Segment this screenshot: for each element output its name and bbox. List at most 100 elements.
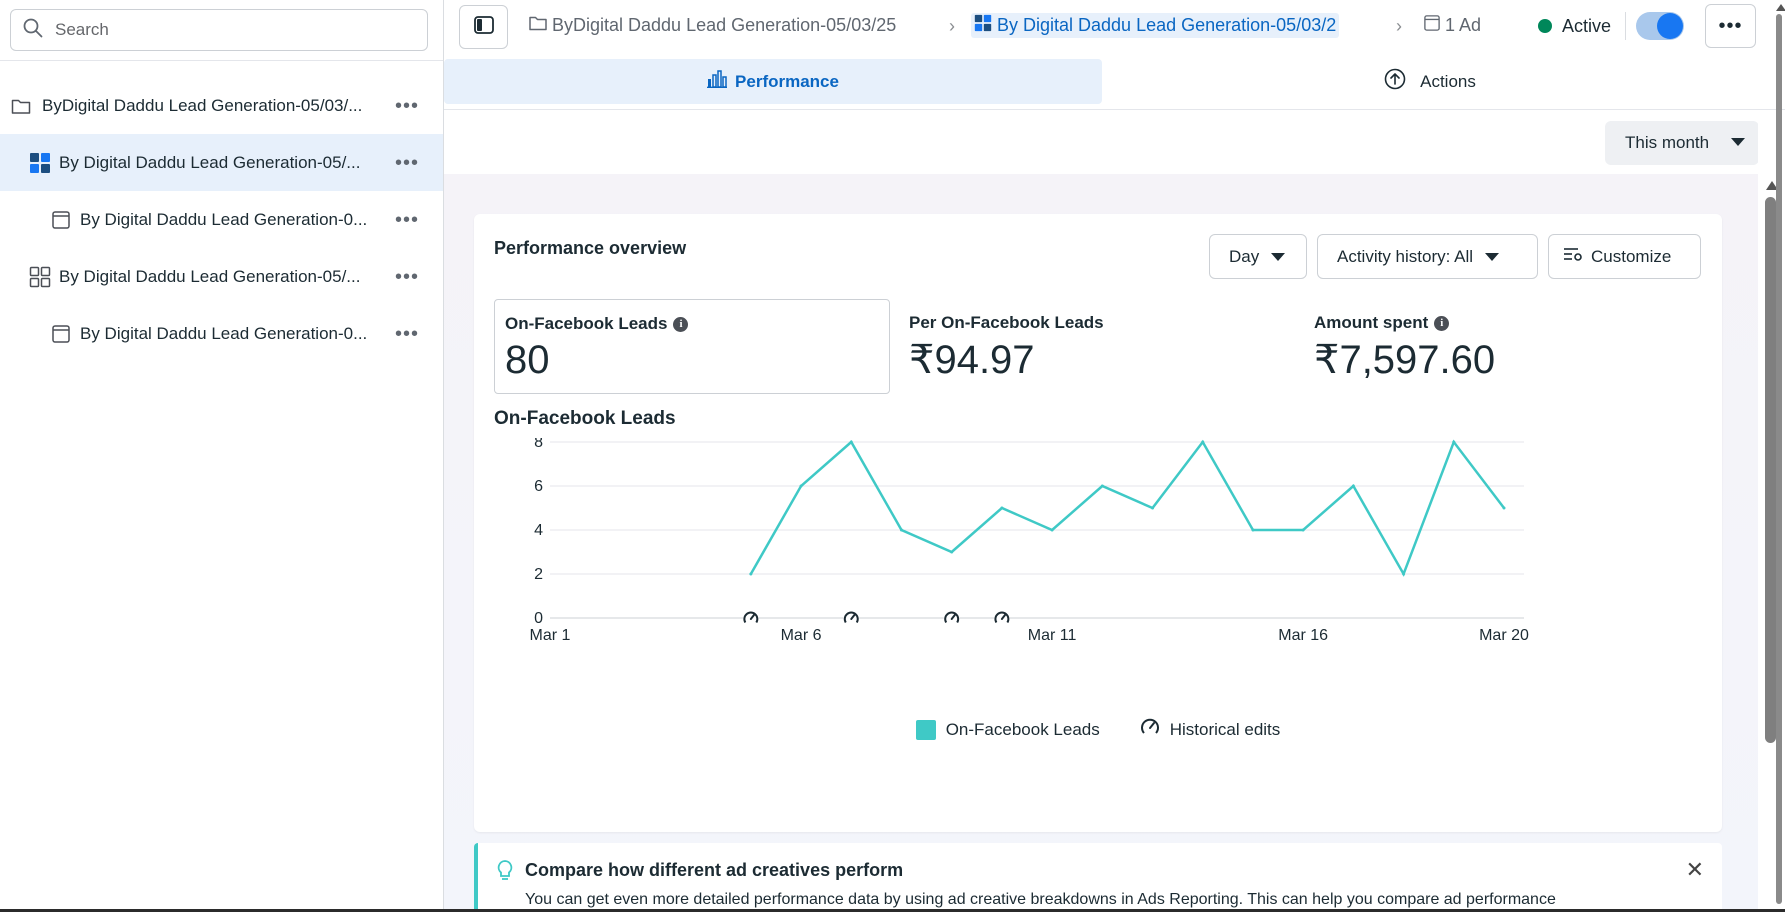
folder-icon: [10, 95, 32, 117]
customize-label: Customize: [1591, 246, 1672, 266]
data-point: [1050, 528, 1054, 532]
chevron-right-icon: ›: [1396, 16, 1402, 36]
search-input[interactable]: [53, 19, 413, 41]
chart-legend: On-Facebook Leads Historical edits: [474, 717, 1722, 742]
customize-button[interactable]: Customize: [1548, 234, 1701, 279]
data-point: [1151, 506, 1155, 510]
metric-value: 80: [505, 338, 550, 382]
breadcrumb-ad[interactable]: 1 Ad: [1424, 15, 1481, 36]
scroll-thumb[interactable]: [1776, 14, 1782, 904]
data-point: [1201, 440, 1205, 444]
y-tick-label: 4: [534, 522, 543, 539]
tree-item-adset-selected[interactable]: By Digital Daddu Lead Generation-05/... …: [0, 134, 443, 191]
tip-banner: Compare how different ad creatives perfo…: [474, 843, 1722, 912]
historical-edit-marker[interactable]: [943, 610, 960, 626]
arrow-up-circle-icon: [1384, 68, 1406, 95]
tree-item-label: By Digital Daddu Lead Generation-0...: [80, 209, 368, 229]
more-options-icon[interactable]: •••: [394, 322, 419, 345]
x-tick-label: Mar 6: [781, 627, 822, 644]
legend-item-historical-edits[interactable]: Historical edits: [1140, 717, 1280, 742]
x-tick-label: Mar 1: [530, 627, 571, 644]
caret-down-icon: [1485, 252, 1500, 261]
tab-actions[interactable]: Actions: [1102, 59, 1758, 104]
data-point: [799, 484, 803, 488]
more-options-icon[interactable]: •••: [394, 151, 419, 174]
tree-item-ad[interactable]: By Digital Daddu Lead Generation-0... ••…: [0, 191, 443, 248]
more-options-icon[interactable]: •••: [394, 265, 419, 288]
historical-edit-marker[interactable]: [742, 610, 759, 626]
metric-label: Per On-Facebook Leads: [909, 313, 1104, 332]
leads-line-chart: 0 2 4 6 8 Mar 1 Mar 6 Mar 11 Mar 16 Mar 20: [530, 438, 1529, 644]
day-dropdown[interactable]: Day: [1209, 234, 1307, 279]
y-tick-label: 0: [534, 610, 543, 627]
info-icon[interactable]: i: [1434, 315, 1450, 331]
sidebar-divider: [0, 60, 443, 61]
historical-edit-icon: [1140, 717, 1160, 742]
breadcrumb-adset-label: By Digital Daddu Lead Generation-05/03/2: [997, 15, 1337, 35]
date-range-dropdown[interactable]: This month: [1605, 121, 1758, 165]
ad-icon: [50, 209, 72, 231]
breadcrumb-campaign[interactable]: ByDigital Daddu Lead Generation-05/03/25: [529, 15, 896, 36]
ad-icon: [1424, 15, 1440, 36]
info-icon[interactable]: i: [673, 316, 689, 332]
tab-actions-label: Actions: [1420, 71, 1476, 91]
lightbulb-icon: [496, 859, 514, 888]
activity-history-label: Activity history: All: [1337, 246, 1474, 266]
tree-item-campaign[interactable]: ByDigital Daddu Lead Generation-05/03/..…: [0, 77, 443, 134]
y-tick-label: 8: [534, 438, 543, 451]
day-label: Day: [1229, 246, 1260, 266]
data-point: [950, 550, 954, 554]
metric-amount-spent[interactable]: Amount spent i ₹7,597.60: [1304, 299, 1700, 394]
close-icon[interactable]: ✕: [1685, 857, 1704, 882]
legend-item-leads[interactable]: On-Facebook Leads: [915, 717, 1100, 742]
chart-title: On-Facebook Leads: [494, 408, 676, 429]
metric-value: ₹94.97: [909, 338, 1035, 382]
metric-leads[interactable]: On-Facebook Leads i 80: [494, 299, 890, 394]
tab-divider: [444, 109, 1785, 110]
tree-item-ad[interactable]: By Digital Daddu Lead Generation-0... ••…: [0, 305, 443, 362]
ad-set-icon: [29, 152, 51, 174]
activity-history-dropdown[interactable]: Activity history: All: [1317, 234, 1538, 279]
historical-edit-marker[interactable]: [843, 610, 860, 626]
active-toggle[interactable]: [1636, 12, 1684, 40]
tree-item-label: By Digital Daddu Lead Generation-05/...: [59, 266, 361, 286]
window-scrollbar[interactable]: [1773, 0, 1785, 912]
data-point: [1301, 528, 1305, 532]
tip-body: You can get even more detailed performan…: [525, 891, 1556, 908]
scroll-up-arrow[interactable]: [1776, 4, 1785, 11]
metric-cost-per-lead[interactable]: Per On-Facebook Leads ₹94.97: [899, 299, 1295, 394]
x-tick-label: Mar 11: [1028, 627, 1077, 644]
scroll-thumb[interactable]: [1765, 197, 1776, 743]
data-point: [1000, 506, 1004, 510]
x-tick-label: Mar 16: [1278, 627, 1328, 644]
metric-label: On-Facebook Leads: [505, 314, 668, 333]
toggle-knob: [1657, 13, 1683, 39]
search-box[interactable]: [10, 9, 428, 51]
x-tick-label: Mar 20: [1479, 627, 1529, 644]
customize-icon: [1563, 246, 1583, 267]
sidebar-panel-icon: [473, 15, 494, 39]
data-point: [749, 572, 753, 576]
tree-item-label: By Digital Daddu Lead Generation-0...: [80, 323, 368, 343]
more-options-icon[interactable]: •••: [394, 208, 419, 231]
ad-set-icon: [974, 14, 992, 37]
data-point: [1502, 506, 1506, 510]
scroll-up-arrow[interactable]: [1766, 181, 1778, 190]
historical-edit-marker[interactable]: [993, 610, 1010, 626]
folder-icon: [529, 15, 547, 36]
tree-item-label: ByDigital Daddu Lead Generation-05/03/..…: [42, 95, 363, 115]
sidebar: ByDigital Daddu Lead Generation-05/03/..…: [0, 0, 444, 912]
bar-chart-icon: [707, 70, 728, 93]
tree-item-adset[interactable]: By Digital Daddu Lead Generation-05/... …: [0, 248, 443, 305]
more-options-icon[interactable]: •••: [394, 94, 419, 117]
more-options-button[interactable]: •••: [1705, 4, 1756, 48]
more-options-icon: •••: [1718, 14, 1743, 37]
search-icon: [23, 18, 43, 43]
tab-performance[interactable]: Performance: [444, 59, 1102, 104]
data-point: [849, 440, 853, 444]
toggle-sidebar-button[interactable]: [459, 5, 508, 49]
breadcrumb-adset[interactable]: By Digital Daddu Lead Generation-05/03/2: [971, 13, 1340, 38]
caret-down-icon: [1731, 138, 1745, 146]
data-point: [1251, 528, 1255, 532]
card-title: Performance overview: [494, 238, 687, 258]
